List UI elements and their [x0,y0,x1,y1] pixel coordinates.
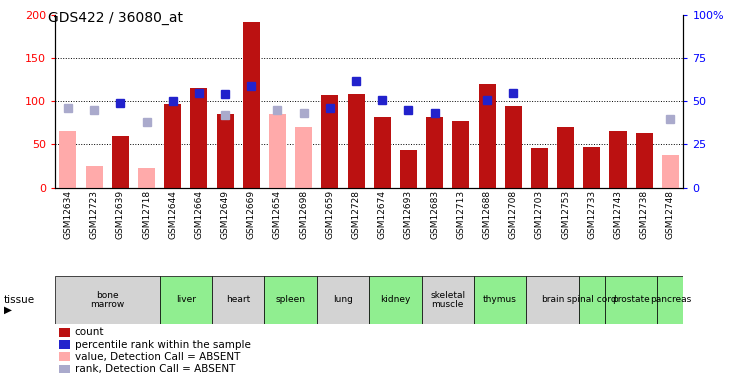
Bar [243,22,260,188]
Text: GSM12649: GSM12649 [221,190,230,239]
Text: GSM12664: GSM12664 [194,190,203,239]
Bar [347,94,365,188]
Text: GSM12738: GSM12738 [640,190,648,239]
Text: count: count [75,327,104,338]
Bar [426,117,443,188]
Bar [164,104,181,188]
Text: ▶: ▶ [4,304,12,314]
Text: pancreas: pancreas [650,296,691,304]
Bar [138,168,155,188]
Bar [59,364,70,373]
Text: GSM12708: GSM12708 [509,190,518,239]
Text: heart: heart [226,296,250,304]
Bar [86,166,102,188]
Text: prostate: prostate [613,296,650,304]
Bar [526,276,579,324]
Text: GSM12659: GSM12659 [325,190,334,239]
Bar [605,276,657,324]
Text: rank, Detection Call = ABSENT: rank, Detection Call = ABSENT [75,364,235,374]
Bar [557,127,574,188]
Text: spleen: spleen [276,296,306,304]
Bar [216,114,234,188]
Text: thymus: thymus [483,296,517,304]
Bar [610,132,626,188]
Bar [369,276,422,324]
Bar [190,88,208,188]
Bar [422,276,474,324]
Bar [479,84,496,188]
Bar [55,276,159,324]
Text: GSM12639: GSM12639 [115,190,125,239]
Text: GSM12634: GSM12634 [64,190,72,239]
Bar [265,276,317,324]
Bar [269,114,286,188]
Bar [452,121,469,188]
Bar [400,150,417,188]
Text: GSM12703: GSM12703 [535,190,544,239]
Bar [112,136,129,188]
Bar [322,95,338,188]
Text: GSM12698: GSM12698 [299,190,308,239]
Bar [531,148,548,188]
Text: GSM12693: GSM12693 [404,190,413,239]
Bar [59,352,70,361]
Bar [374,117,391,188]
Text: GSM12718: GSM12718 [142,190,151,239]
Bar [579,276,605,324]
Text: GSM12644: GSM12644 [168,190,177,239]
Text: GSM12669: GSM12669 [247,190,256,239]
Text: GDS422 / 36080_at: GDS422 / 36080_at [48,11,183,25]
Text: GSM12654: GSM12654 [273,190,282,239]
Text: skeletal
muscle: skeletal muscle [430,291,466,309]
Text: GSM12683: GSM12683 [430,190,439,239]
Bar [636,133,653,188]
Text: GSM12723: GSM12723 [90,190,99,239]
Text: lung: lung [333,296,353,304]
Text: liver: liver [175,296,196,304]
Bar [59,340,70,349]
Text: value, Detection Call = ABSENT: value, Detection Call = ABSENT [75,352,240,362]
Bar [212,276,265,324]
Text: GSM12733: GSM12733 [587,190,596,239]
Text: GSM12713: GSM12713 [456,190,466,239]
Bar [295,127,312,188]
Text: GSM12748: GSM12748 [666,190,675,239]
Bar [159,276,212,324]
Bar [59,132,77,188]
Bar [657,276,683,324]
Text: GSM12728: GSM12728 [352,190,360,239]
Text: spinal cord: spinal cord [567,296,617,304]
Bar [59,328,70,337]
Bar [662,155,679,188]
Text: GSM12743: GSM12743 [613,190,623,239]
Text: tissue: tissue [4,295,35,305]
Text: bone
marrow: bone marrow [90,291,124,309]
Text: percentile rank within the sample: percentile rank within the sample [75,339,251,350]
Bar [474,276,526,324]
Bar [317,276,369,324]
Text: brain: brain [541,296,564,304]
Text: kidney: kidney [380,296,411,304]
Bar [504,106,522,188]
Text: GSM12674: GSM12674 [378,190,387,239]
Text: GSM12688: GSM12688 [482,190,491,239]
Bar [583,147,600,188]
Text: GSM12753: GSM12753 [561,190,570,239]
